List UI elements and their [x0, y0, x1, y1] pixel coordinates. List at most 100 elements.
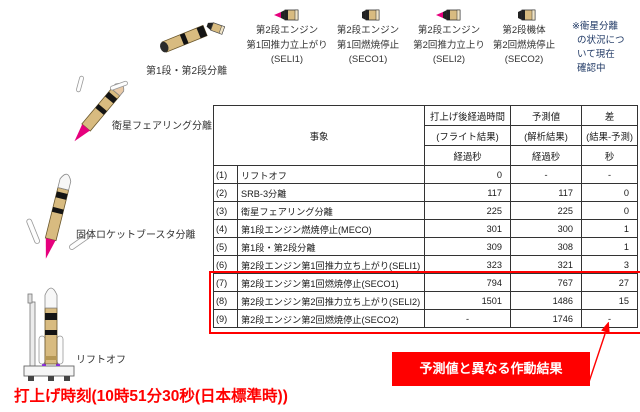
header-flight-3: 経過秒 [424, 145, 512, 166]
rocket-fairing-separation-illustration [74, 75, 128, 142]
cell-diff: 1 [581, 219, 639, 238]
flight-results-table: 事象 打上げ後経過時間 予測値 差 (フライト結果) (解析結果) (結果-予測… [212, 105, 639, 328]
cell-event: 第2段エンジン第2回燃焼停止(SECO2) [236, 309, 426, 328]
header-flight-2: (フライト結果) [424, 125, 512, 146]
table-row-highlighted: (9) 第2段エンジン第2回燃焼停止(SECO2) - 1746 - [213, 309, 639, 328]
event-label-line: 第1回推力立上がり [246, 39, 328, 51]
event-label-line: 第2段エンジン [417, 25, 481, 36]
event-label-line: 第2回推力立上り [413, 39, 485, 51]
cell-no: (4) [213, 219, 238, 238]
cell-event: 衛星フェアリング分離 [236, 201, 426, 220]
cell-no: (1) [213, 165, 238, 184]
cell-predicted: 308 [510, 237, 583, 256]
cell-flight: 301 [424, 219, 512, 238]
table-row: (5) 第1段・第2段分離 309 308 1 [213, 237, 639, 256]
event-label-line: (SECO2) [504, 54, 544, 65]
note-satellite-separation: ※衛星分離 の状況につ いて現在 確認中 [572, 20, 625, 76]
table-row-highlighted: (7) 第2段エンジン第1回燃焼停止(SECO1) 794 767 27 [213, 273, 639, 292]
callout-arrow-icon [588, 322, 610, 383]
note-line: 確認中 [577, 63, 606, 74]
event-label-line: (SELI2) [432, 54, 466, 65]
cell-event: 第2段エンジン第1回推力立ち上がり(SELI1) [236, 255, 426, 274]
cell-no: (8) [213, 291, 238, 310]
cell-diff: 0 [581, 201, 639, 220]
event-label-line: 第2段エンジン [336, 25, 400, 36]
stage-icon [476, 6, 572, 23]
cell-predicted: 225 [510, 201, 583, 220]
table-row: (1) リフトオフ 0 - - [213, 165, 639, 184]
cell-flight: 309 [424, 237, 512, 256]
rocket-on-pad-illustration [23, 287, 75, 381]
table-row: (3) 衛星フェアリング分離 225 225 0 [213, 201, 639, 220]
table-row-highlighted: (8) 第2段エンジン第2回推力立ち上がり(SELI2) 1501 1486 1… [213, 291, 639, 310]
header-diff-2: (結果-予測) [581, 125, 639, 146]
cell-no: (2) [213, 183, 238, 202]
event-seco2: 第2段機体 第2回燃焼停止 (SECO2) [476, 6, 572, 68]
label-stage-separation: 第1段・第2段分離 [146, 66, 228, 77]
table-header-row: 経過秒 経過秒 秒 [214, 145, 639, 166]
rocket-stage-separation-illustration [160, 22, 226, 53]
cell-predicted: 1746 [510, 309, 583, 328]
table-row: (4) 第1段エンジン燃焼停止(MECO) 301 300 1 [213, 219, 639, 238]
callout-box: 予測値と異なる作動結果 [392, 352, 590, 386]
event-label-line: 第1回燃焼停止 [336, 39, 400, 51]
cell-diff: 3 [581, 255, 639, 274]
note-line: いて現在 [577, 49, 615, 60]
header-predicted-2: (解析結果) [510, 125, 583, 146]
stage-firing-icon [397, 6, 501, 23]
table-header-row: 事象 打上げ後経過時間 予測値 差 [212, 105, 639, 166]
cell-predicted: 117 [510, 183, 583, 202]
event-label-line: 第2段機体 [502, 25, 546, 36]
cell-no: (9) [213, 309, 238, 328]
label-liftoff: リフトオフ [76, 355, 126, 366]
cell-no: (7) [213, 273, 238, 292]
event-seco1: 第2段エンジン 第1回燃焼停止 (SECO1) [320, 6, 416, 68]
header-diff-3: 秒 [581, 145, 639, 166]
event-label-line: (SELI1) [270, 54, 304, 65]
table-row: (6) 第2段エンジン第1回推力立ち上がり(SELI1) 323 321 3 [213, 255, 639, 274]
event-label-line: 第2段エンジン [255, 25, 319, 36]
cell-no: (5) [213, 237, 238, 256]
stage-firing-icon [231, 6, 343, 23]
cell-event: 第2段エンジン第2回推力立ち上がり(SELI2) [236, 291, 426, 310]
cell-predicted: 767 [510, 273, 583, 292]
label-srb-separation: 固体ロケットブースタ分離 [76, 230, 196, 241]
cell-event: 第2段エンジン第1回燃焼停止(SECO1) [236, 273, 426, 292]
cell-diff: 0 [581, 183, 639, 202]
cell-event: 第1段・第2段分離 [236, 237, 426, 256]
cell-diff: - [581, 165, 639, 184]
cell-diff: 1 [581, 237, 639, 256]
event-seli2: 第2段エンジン 第2回推力立上り (SELI2) [397, 6, 501, 68]
cell-diff: - [581, 309, 639, 328]
cell-flight: - [424, 309, 512, 328]
table-row: (2) SRB-3分離 117 117 0 [213, 183, 639, 202]
cell-diff: 27 [581, 273, 639, 292]
label-fairing-separation: 衛星フェアリング分離 [112, 121, 212, 132]
event-label-line: (SECO1) [348, 54, 388, 65]
header-predicted-3: 経過秒 [510, 145, 583, 166]
stage-icon [320, 6, 416, 23]
cell-predicted: 321 [510, 255, 583, 274]
cell-flight: 0 [424, 165, 512, 184]
cell-event: 第1段エンジン燃焼停止(MECO) [236, 219, 426, 238]
cell-predicted: 300 [510, 219, 583, 238]
cell-flight: 323 [424, 255, 512, 274]
cell-flight: 117 [424, 183, 512, 202]
cell-no: (6) [213, 255, 238, 274]
note-line: ※衛星分離 [572, 21, 618, 32]
rocket-srb-separation-illustration [26, 173, 91, 259]
event-label-line: 第2回燃焼停止 [492, 39, 556, 51]
header-diff-1: 差 [581, 105, 639, 126]
cell-predicted: 1486 [510, 291, 583, 310]
cell-flight: 225 [424, 201, 512, 220]
header-predicted-1: 予測値 [510, 105, 583, 126]
header-event: 事象 [212, 105, 426, 166]
header-flight-1: 打上げ後経過時間 [424, 105, 512, 126]
cell-flight: 794 [424, 273, 512, 292]
cell-event: SRB-3分離 [236, 183, 426, 202]
cell-event: リフトオフ [236, 165, 426, 184]
event-seli1: 第2段エンジン 第1回推力立上がり (SELI1) [231, 6, 343, 68]
cell-no: (3) [213, 201, 238, 220]
cell-diff: 15 [581, 291, 639, 310]
